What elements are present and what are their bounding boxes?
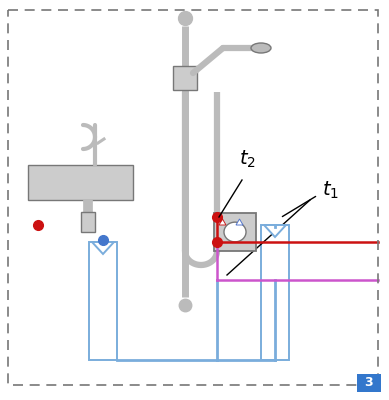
FancyBboxPatch shape [357, 374, 381, 392]
FancyBboxPatch shape [261, 225, 289, 360]
Polygon shape [92, 242, 114, 254]
Text: 3: 3 [364, 376, 373, 390]
Polygon shape [264, 225, 286, 237]
FancyBboxPatch shape [173, 66, 197, 90]
Polygon shape [236, 219, 243, 225]
FancyBboxPatch shape [89, 242, 117, 360]
Text: $t_1$: $t_1$ [322, 179, 339, 201]
Ellipse shape [224, 222, 246, 242]
FancyBboxPatch shape [214, 213, 256, 251]
Ellipse shape [251, 43, 271, 53]
Polygon shape [219, 219, 226, 225]
FancyBboxPatch shape [28, 165, 133, 200]
FancyBboxPatch shape [81, 212, 95, 232]
Text: $t_2$: $t_2$ [238, 149, 256, 170]
